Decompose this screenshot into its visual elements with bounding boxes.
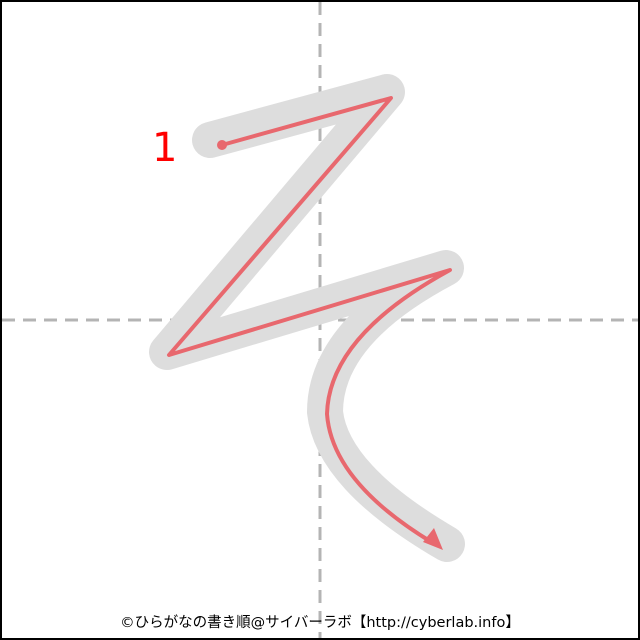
stroke-number-label: 1 [152, 125, 178, 171]
stroke-path [167, 96, 452, 545]
credit-footer: ©ひらがなの書き順@サイバーラボ【http://cyberlab.info】 [120, 615, 520, 631]
stroke-end-arrowhead [423, 528, 443, 550]
stroke-start-dot [217, 140, 227, 150]
character-shadow-glyph [149, 74, 465, 562]
